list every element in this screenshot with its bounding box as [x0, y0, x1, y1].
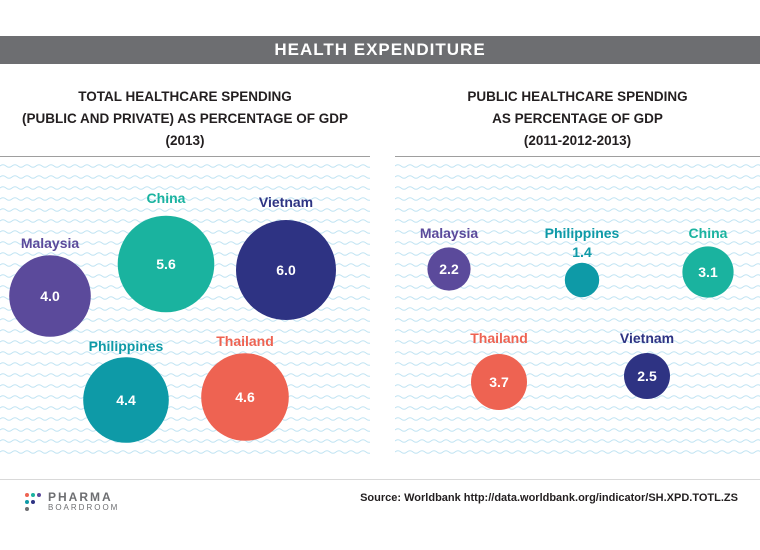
bubble-label-china: China [147, 190, 186, 206]
right-chart-title-line-1: PUBLIC HEALTHCARE SPENDING [467, 89, 688, 104]
bubble-value-thailand: 3.7 [489, 374, 509, 390]
bubble-value-thailand: 4.6 [235, 389, 255, 405]
page-title: HEALTH EXPENDITURE [0, 36, 760, 64]
bubble-label-malaysia: Malaysia [21, 235, 80, 251]
bubble-thailand [201, 353, 289, 441]
bubble-value-vietnam: 2.5 [637, 368, 657, 384]
left-chart-title-line-1: TOTAL HEALTHCARE SPENDING [78, 89, 292, 104]
left-chart-title: TOTAL HEALTHCARE SPENDING (PUBLIC AND PR… [0, 86, 370, 152]
bubble-vietnam [236, 220, 336, 320]
bubble-value-china: 3.1 [698, 264, 718, 280]
bubble-label-china: China [689, 225, 728, 241]
bubble-thailand [471, 354, 527, 410]
logo-dots-icon [25, 493, 41, 511]
bubble-malaysia [9, 255, 91, 337]
left-chart-title-line-2: (PUBLIC AND PRIVATE) AS PERCENTAGE OF GD… [21, 111, 348, 126]
bubble-value-malaysia: 4.0 [40, 288, 60, 304]
left-bubble-chart: 4.0 Malaysia 5.6 China 6.0 Vietnam 4.4 Philippi… [0, 156, 370, 454]
bubble-china [117, 215, 215, 313]
right-chart-title: PUBLIC HEALTHCARE SPENDING AS PERCENTAGE… [395, 86, 760, 152]
bubble-philippines [83, 357, 169, 443]
logo-text-boardroom: BOARDROOM [48, 503, 120, 512]
bubble-label-malaysia: Malaysia [420, 225, 479, 241]
bubble-label-thailand: Thailand [470, 330, 528, 346]
bubble-label-philippines: Philippines [89, 338, 164, 354]
bubble-value-philippines: 4.4 [116, 392, 136, 408]
bubble-philippines [564, 262, 600, 298]
bubble-label-philippines: Philippines [545, 225, 620, 241]
bubble-label-vietnam: Vietnam [620, 330, 674, 346]
right-bubble-chart: 2.2 Malaysia 1.4 Philippines 3.1 China 3.7 Thai… [395, 156, 760, 454]
bubble-malaysia [427, 247, 471, 291]
wave-background [395, 164, 760, 454]
bubble-value-malaysia: 2.2 [439, 261, 459, 277]
bubble-label-vietnam: Vietnam [259, 194, 313, 210]
logo-text-pharma: PHARMA [48, 490, 113, 504]
footer-divider [0, 479, 760, 480]
bubble-value-vietnam: 6.0 [276, 262, 296, 278]
bubble-value-philippines: 1.4 [572, 244, 592, 260]
left-chart-title-line-3: (2013) [165, 133, 205, 148]
bubble-value-china: 5.6 [156, 256, 176, 272]
pharma-boardroom-logo: PHARMA BOARDROOM [24, 490, 154, 514]
bubble-vietnam [624, 353, 670, 399]
bubble-label-thailand: Thailand [216, 333, 274, 349]
right-chart-title-line-2: AS PERCENTAGE OF GDP [492, 111, 663, 126]
source-note: Source: Worldbank http://data.worldbank.… [360, 492, 738, 504]
bubble-china [682, 246, 734, 298]
right-chart-title-line-3: (2011-2012-2013) [523, 133, 632, 148]
